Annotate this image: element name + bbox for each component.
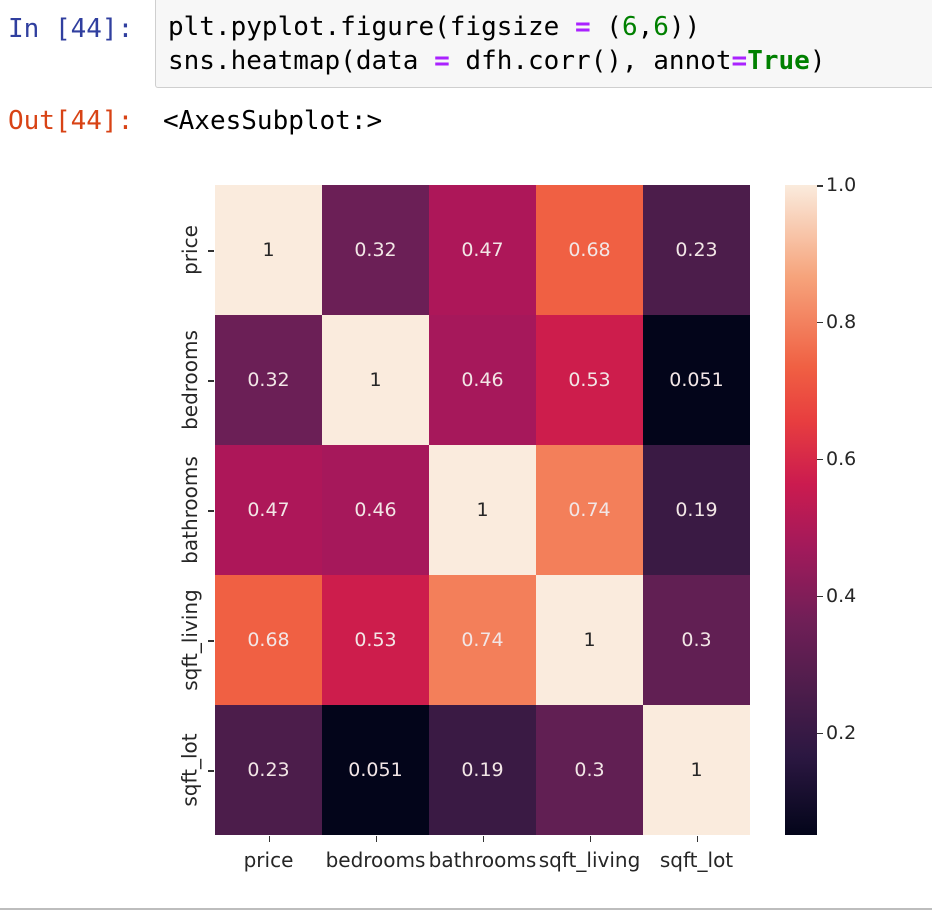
y-axis-label: sqft_living <box>178 589 202 691</box>
heatmap-cell: 0.53 <box>536 315 643 445</box>
code-token: ) <box>809 46 826 76</box>
heatmap-cell: 0.3 <box>643 575 750 705</box>
x-axis-label: sqft_living <box>538 848 641 872</box>
heatmap-cell: 0.32 <box>215 315 322 445</box>
heatmap-cell: 0.23 <box>215 705 322 835</box>
code-token: 6 <box>653 12 669 42</box>
colorbar-tick-label: 0.4 <box>826 584 857 607</box>
code-token: 6 <box>621 12 638 42</box>
input-prompt: In [44]: <box>8 14 134 44</box>
x-tick <box>482 836 484 842</box>
colorbar-tick-label: 0.2 <box>826 721 857 744</box>
heatmap-cell: 0.46 <box>429 315 536 445</box>
x-tick <box>696 836 698 842</box>
x-axis-label: bathrooms <box>428 848 537 872</box>
bottom-divider <box>0 908 932 910</box>
code-token: plt.pyplot.figure(figsize <box>168 12 575 42</box>
heatmap-cell: 1 <box>429 445 536 575</box>
x-axis-label: bedrooms <box>325 848 426 872</box>
x-axis-label: sqft_lot <box>659 848 734 872</box>
y-axis-label: price <box>178 225 202 275</box>
y-axis-label: sqft_lot <box>178 733 202 807</box>
code-token: True <box>747 46 810 76</box>
code-token: = <box>731 46 748 76</box>
code-token: ( <box>590 12 622 42</box>
colorbar <box>785 185 817 835</box>
heatmap-cell: 1 <box>322 315 429 445</box>
x-tick <box>375 836 377 842</box>
heatmap-cell: 0.3 <box>536 705 643 835</box>
y-tick <box>208 640 214 642</box>
y-tick <box>208 510 214 512</box>
heatmap-cell: 1 <box>215 185 322 315</box>
colorbar-tick <box>817 321 823 324</box>
colorbar-tick <box>817 185 823 187</box>
code-line-1: plt.pyplot.figure(figsize = (6,6)) <box>168 10 700 44</box>
heatmap-cell: 0.051 <box>643 315 750 445</box>
heatmap-cell: 0.46 <box>322 445 429 575</box>
heatmap-cell: 0.051 <box>322 705 429 835</box>
colorbar-tick-label: 0.8 <box>826 310 857 333</box>
y-axis-label: bathrooms <box>178 456 203 564</box>
heatmap-cell: 0.47 <box>429 185 536 315</box>
colorbar-tick-label: 1.0 <box>826 174 857 196</box>
heatmap-cell: 0.53 <box>322 575 429 705</box>
x-tick <box>589 836 591 842</box>
heatmap-cell: 1 <box>536 575 643 705</box>
code-line-2: sns.heatmap(data = dfh.corr(), annot=Tru… <box>168 44 825 78</box>
y-tick <box>208 770 214 772</box>
heatmap-cell: 0.68 <box>536 185 643 315</box>
heatmap-cell: 0.68 <box>215 575 322 705</box>
x-axis-label: price <box>243 848 294 872</box>
heatmap-cell: 0.19 <box>429 705 536 835</box>
code-token: dfh.corr(), annot <box>449 46 732 76</box>
output-text: <AxesSubplot:> <box>163 106 383 136</box>
heatmap-grid: 1 0.32 0.47 0.68 0.23 0.32 1 0.46 0.53 0.051 0.47 0… <box>215 185 750 835</box>
heatmap-cell: 0.19 <box>643 445 750 575</box>
heatmap-cell: 0.47 <box>215 445 322 575</box>
heatmap-cell: 0.74 <box>429 575 536 705</box>
colorbar-tick <box>817 732 823 735</box>
colorbar-tick <box>817 595 823 598</box>
code-cell[interactable]: plt.pyplot.figure(figsize = (6,6)) sns.h… <box>155 0 932 88</box>
heatmap-cell: 1 <box>643 705 750 835</box>
y-axis-label: bedrooms <box>178 330 203 430</box>
heatmap-cell: 0.23 <box>643 185 750 315</box>
y-tick <box>208 250 214 252</box>
colorbar-tick <box>817 458 823 461</box>
heatmap-cell: 0.74 <box>536 445 643 575</box>
code-token: )) <box>668 12 701 42</box>
code-token: sns.heatmap(data <box>168 46 435 76</box>
y-tick <box>208 380 214 382</box>
code-token: = <box>575 12 591 42</box>
output-prompt: Out[44]: <box>8 106 134 136</box>
x-tick <box>268 836 270 842</box>
code-token: , <box>637 12 654 42</box>
code-token: = <box>434 46 450 76</box>
colorbar-tick-label: 0.6 <box>826 447 857 470</box>
heatmap-cell: 0.32 <box>322 185 429 315</box>
